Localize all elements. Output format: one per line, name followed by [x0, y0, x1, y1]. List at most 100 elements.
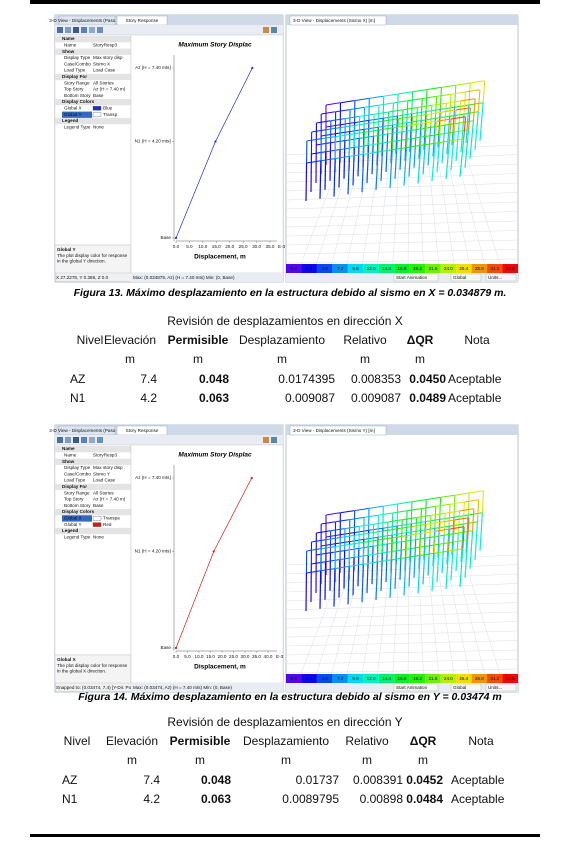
status-button[interactable] — [450, 683, 482, 692]
beam — [340, 100, 355, 104]
legend-label: 0.0 — [291, 266, 298, 271]
legend-bin — [487, 674, 503, 683]
status-button[interactable] — [450, 273, 482, 282]
floor-grid — [391, 554, 401, 688]
prop-value: StoryResp3 — [93, 43, 117, 48]
column — [391, 512, 394, 536]
status-button[interactable] — [393, 273, 439, 282]
status-button[interactable] — [485, 273, 517, 282]
beam — [449, 526, 464, 530]
legend-label: 24.0 — [444, 266, 453, 271]
beam — [406, 120, 421, 124]
column — [467, 517, 470, 540]
beam — [316, 142, 331, 146]
floor-grid — [285, 659, 519, 665]
beam — [368, 552, 383, 556]
legend-bin — [394, 264, 410, 273]
column — [468, 82, 471, 106]
column — [377, 105, 380, 128]
table-title: Revisión de desplazamientos en dirección… — [167, 715, 402, 729]
beam — [325, 559, 340, 563]
beam — [340, 534, 355, 539]
column — [366, 555, 369, 594]
beam — [325, 149, 340, 153]
x-unit: E-3 — [276, 654, 284, 659]
column — [434, 96, 438, 119]
column — [410, 501, 413, 524]
beam — [340, 122, 355, 126]
status-button-label[interactable]: Start Animation — [396, 685, 428, 690]
x-tick-label: 40.0 — [264, 654, 273, 659]
beam — [354, 532, 369, 536]
level-point — [251, 66, 254, 70]
tool-icon — [271, 27, 277, 33]
beam — [330, 140, 345, 144]
beam — [349, 541, 364, 545]
column — [403, 557, 407, 596]
beam — [391, 557, 406, 561]
column — [417, 555, 421, 594]
column — [387, 111, 390, 135]
table-cell: 0.048 — [199, 372, 229, 386]
x-tick-label: 35.0 — [266, 244, 275, 249]
legend-label: 4.8 — [321, 266, 328, 271]
legend-label: 16.8 — [398, 676, 407, 681]
legend-bin — [487, 264, 503, 273]
column — [448, 504, 451, 527]
column — [372, 524, 375, 547]
column — [445, 140, 451, 180]
unit: m — [193, 352, 203, 366]
floor-grid — [462, 144, 505, 278]
beam — [440, 494, 455, 498]
legend-label: 9.6 — [352, 266, 359, 271]
beam — [321, 521, 336, 525]
status-button-label[interactable]: Units... — [488, 275, 502, 280]
floor-grid — [285, 230, 519, 237]
beam — [368, 117, 383, 121]
beam — [416, 514, 431, 519]
level-label: Base — [161, 235, 172, 240]
beam — [387, 541, 402, 545]
column — [329, 142, 332, 181]
status-button[interactable] — [485, 683, 517, 692]
column — [305, 162, 308, 202]
tab-label: 3-D View - Displacements (Paso Pr... — [49, 428, 124, 433]
column — [465, 104, 470, 144]
beam — [392, 510, 407, 514]
status-button-label[interactable]: Global — [453, 275, 466, 280]
toolbar — [55, 25, 283, 35]
beam — [378, 537, 393, 541]
floor-grid — [375, 144, 392, 278]
column-header: Nivel — [64, 734, 91, 748]
legend-bin — [286, 674, 302, 683]
level-point — [212, 550, 215, 553]
beam — [383, 528, 398, 532]
table-cell: AZ — [62, 773, 77, 787]
section-row — [55, 99, 131, 106]
column — [467, 492, 470, 516]
prop-value: Base — [93, 503, 104, 508]
beam — [377, 559, 392, 563]
prop-label: Legend Type — [64, 534, 91, 539]
legend-label: 7.2 — [337, 676, 344, 681]
legend-label: 33.6 — [506, 266, 515, 271]
status-button-label[interactable]: Units... — [488, 685, 502, 690]
table-cell: 0.0489 — [409, 391, 446, 405]
column — [448, 528, 451, 552]
column — [431, 553, 435, 592]
floor-grid — [407, 554, 410, 688]
prop-label: Global X — [64, 106, 82, 111]
status-button[interactable] — [393, 683, 439, 692]
beam — [311, 129, 326, 133]
table-cell: AZ — [70, 372, 85, 386]
status-button-label[interactable]: Global — [453, 685, 466, 690]
floor-grid — [311, 144, 356, 278]
legend-label: 9.6 — [352, 676, 359, 681]
beam — [368, 142, 383, 146]
status-button-label[interactable]: Start Animation — [396, 275, 428, 280]
column — [460, 523, 464, 563]
beam — [410, 545, 425, 550]
section-row — [55, 117, 131, 125]
beam — [465, 89, 480, 93]
tab-bar — [55, 15, 283, 25]
